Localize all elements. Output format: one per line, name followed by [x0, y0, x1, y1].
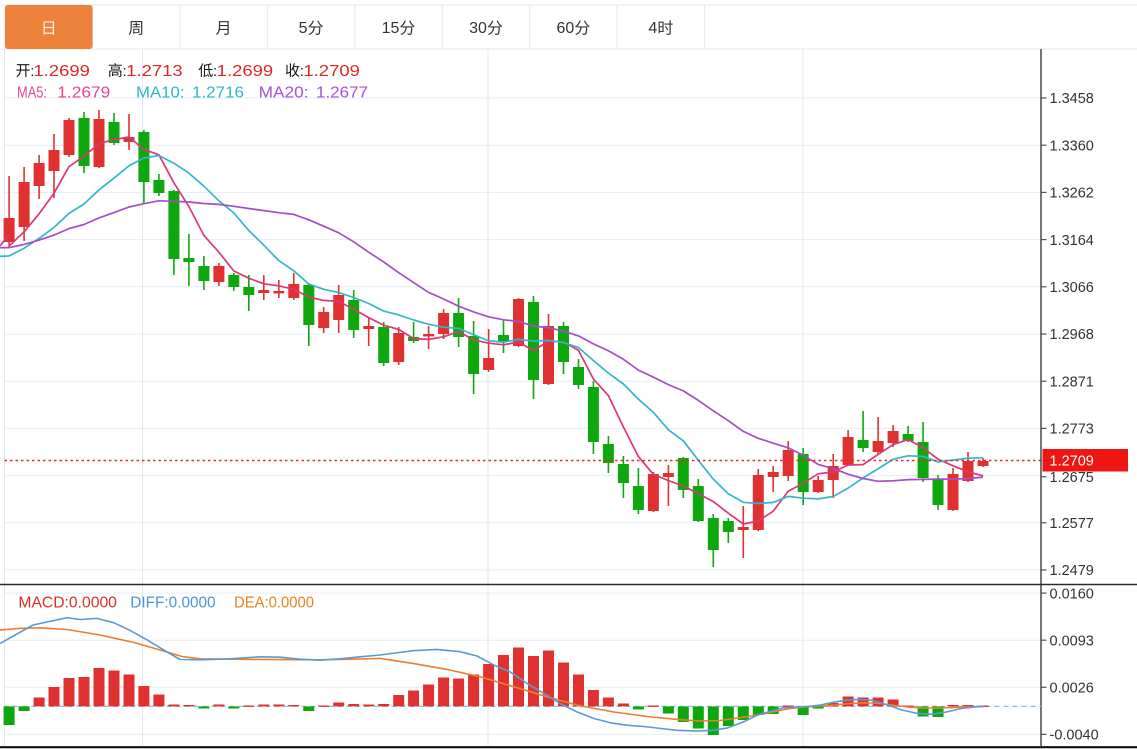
svg-text:1.3262: 1.3262 [1050, 186, 1094, 202]
svg-text:0.0026: 0.0026 [1050, 681, 1094, 697]
svg-text:0.0160: 0.0160 [1050, 586, 1094, 602]
svg-text:1.3066: 1.3066 [1050, 280, 1094, 296]
svg-text:1.2709: 1.2709 [303, 63, 360, 80]
svg-text:MA20:: MA20: [259, 84, 309, 101]
svg-text:1.2968: 1.2968 [1050, 327, 1094, 343]
svg-text:30: 30 [469, 20, 487, 37]
svg-text:MA5:: MA5: [17, 84, 47, 101]
svg-text:1.2773: 1.2773 [1050, 422, 1094, 438]
svg-text:DIFF:0.0000: DIFF:0.0000 [130, 594, 216, 611]
svg-text:1.2871: 1.2871 [1050, 374, 1094, 390]
svg-text:15: 15 [382, 20, 400, 37]
svg-text:1.2677: 1.2677 [316, 84, 368, 101]
svg-text:60: 60 [557, 20, 575, 37]
svg-text:1.2679: 1.2679 [57, 84, 110, 101]
svg-text:1.2699: 1.2699 [217, 63, 274, 80]
svg-text:1.3458: 1.3458 [1050, 91, 1094, 107]
svg-text:4: 4 [648, 20, 657, 37]
svg-text:1.2713: 1.2713 [126, 63, 183, 80]
svg-text:DEA:0.0000: DEA:0.0000 [234, 594, 314, 611]
svg-text::: : [30, 63, 34, 80]
svg-text:1.2716: 1.2716 [192, 84, 244, 101]
svg-text:1.2577: 1.2577 [1050, 516, 1094, 532]
svg-text::: : [300, 63, 304, 80]
svg-text:1.2479: 1.2479 [1050, 563, 1094, 579]
svg-text:1.3360: 1.3360 [1050, 138, 1094, 154]
svg-text:MA10:: MA10: [136, 84, 185, 101]
svg-text::: : [123, 63, 127, 80]
svg-text:1.3164: 1.3164 [1050, 233, 1094, 249]
svg-text:1.2709: 1.2709 [1050, 454, 1094, 470]
svg-text::: : [213, 63, 217, 80]
svg-text:1.2699: 1.2699 [33, 63, 90, 80]
svg-text:5: 5 [299, 20, 308, 37]
svg-text:0.0093: 0.0093 [1050, 633, 1094, 649]
svg-text:1.2675: 1.2675 [1050, 470, 1094, 486]
svg-text:-0.0040: -0.0040 [1050, 728, 1099, 744]
svg-text:MACD:0.0000: MACD:0.0000 [18, 594, 117, 611]
